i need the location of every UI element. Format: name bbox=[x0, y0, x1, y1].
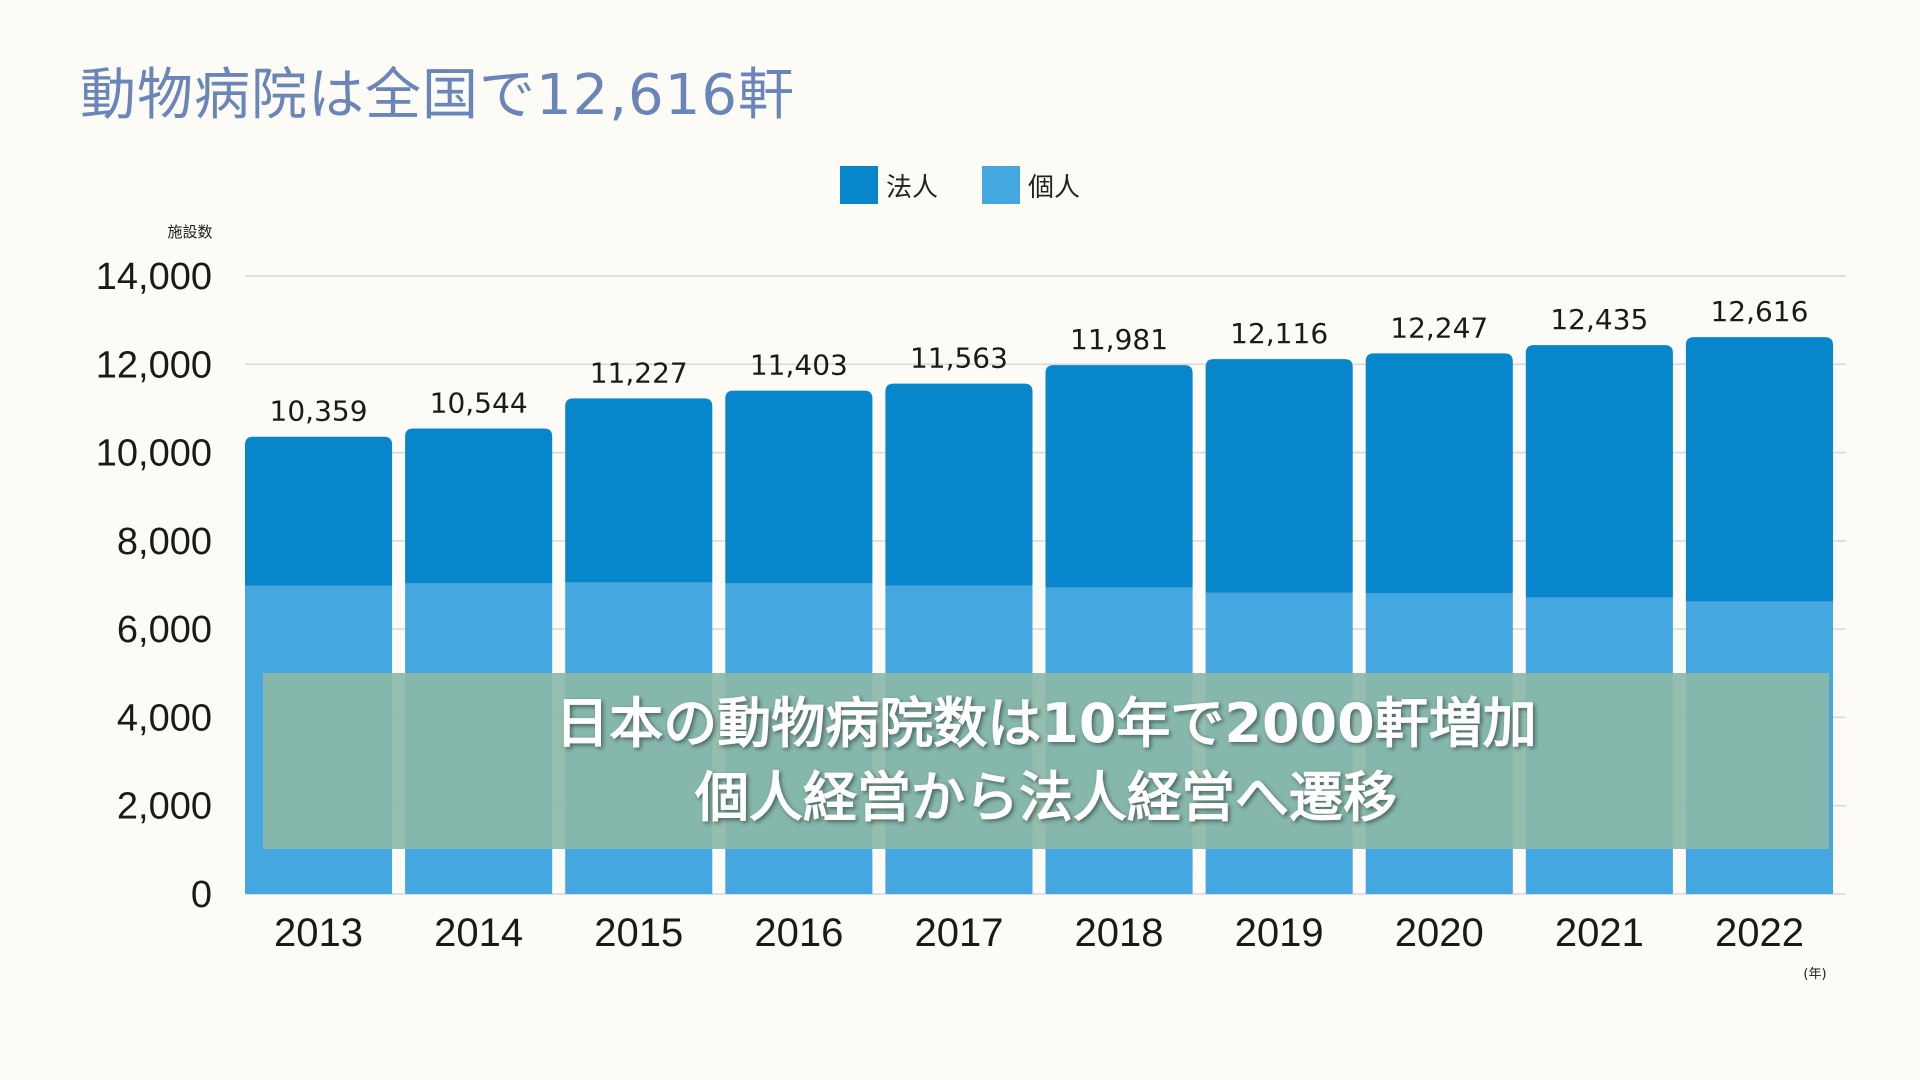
total-value-label: 12,435 bbox=[1550, 303, 1648, 336]
legend-label-individual: 個人 bbox=[1028, 172, 1081, 203]
legend-swatch-individual bbox=[982, 166, 1020, 204]
x-tick-label: 2018 bbox=[1075, 911, 1164, 955]
total-value-label: 10,359 bbox=[270, 395, 368, 428]
x-tick-label: 2017 bbox=[914, 911, 1003, 955]
x-tick-label: 2013 bbox=[274, 911, 363, 955]
x-tick-label: 2015 bbox=[594, 911, 683, 955]
y-tick-label: 2,000 bbox=[117, 786, 212, 828]
bar-segment-corporate bbox=[1525, 345, 1673, 598]
x-tick-label: 2016 bbox=[754, 911, 843, 955]
total-value-label: 11,403 bbox=[750, 349, 848, 382]
bar-segment-corporate bbox=[1205, 359, 1353, 593]
x-tick-label: 2021 bbox=[1555, 911, 1644, 955]
total-value-label: 11,227 bbox=[590, 356, 688, 389]
bar-segment-corporate bbox=[1685, 337, 1833, 602]
total-value-label: 12,116 bbox=[1230, 317, 1328, 350]
summary-overlay: 日本の動物病院数は10年で2000軒増加 個人経営から法人経営へ遷移 bbox=[263, 673, 1829, 849]
y-axis-ticks: 0 2,000 4,000 6,000 8,000 10,000 12,000 14,000 bbox=[96, 256, 212, 916]
bar-segment-corporate bbox=[725, 390, 873, 584]
legend-swatch-corporate bbox=[839, 166, 878, 204]
legend-item-individual: 個人 bbox=[982, 166, 1080, 204]
total-value-label: 12,247 bbox=[1390, 311, 1488, 344]
bar-segment-corporate bbox=[405, 428, 553, 584]
x-tick-label: 2019 bbox=[1235, 911, 1324, 955]
total-labels: 10,359 10,544 11,227 11,403 11,563 11,981 12,1… bbox=[270, 295, 1809, 428]
chart-legend: 法人 個人 bbox=[0, 166, 1920, 204]
y-tick-label: 6,000 bbox=[117, 609, 212, 651]
legend-label-corporate: 法人 bbox=[885, 172, 938, 203]
bar-segment-corporate bbox=[1365, 353, 1513, 593]
legend-item-corporate: 法人 bbox=[839, 166, 938, 204]
x-axis-ticks: 2013 2014 2015 2016 2017 2018 2019 2020 2021 2022 bbox=[274, 911, 1804, 955]
summary-line-2: 個人経営から法人経営へ遷移 bbox=[695, 766, 1397, 829]
x-tick-label: 2022 bbox=[1715, 911, 1804, 955]
x-tick-label: 2014 bbox=[434, 911, 523, 955]
y-tick-label: 14,000 bbox=[96, 256, 212, 298]
total-value-label: 11,563 bbox=[910, 342, 1008, 375]
bar-segment-corporate bbox=[1045, 365, 1193, 588]
bar-segment-corporate bbox=[885, 383, 1033, 586]
total-value-label: 10,544 bbox=[430, 387, 528, 420]
x-axis-unit: (年) bbox=[1803, 967, 1826, 982]
y-tick-label: 12,000 bbox=[96, 344, 212, 386]
x-tick-label: 2020 bbox=[1395, 911, 1484, 955]
summary-line-1: 日本の動物病院数は10年で2000軒増加 bbox=[555, 692, 1537, 755]
total-value-label: 11,981 bbox=[1070, 323, 1168, 356]
bar-segment-corporate bbox=[245, 436, 393, 586]
total-value-label: 12,616 bbox=[1710, 295, 1808, 328]
y-tick-label: 8,000 bbox=[117, 521, 212, 563]
page-title: 動物病院は全国で12,616軒 bbox=[80, 63, 795, 128]
y-tick-label: 10,000 bbox=[96, 433, 212, 475]
y-axis-label: 施設数 bbox=[167, 223, 212, 241]
y-tick-label: 0 bbox=[191, 874, 212, 916]
y-tick-label: 4,000 bbox=[117, 697, 212, 739]
bar-segment-corporate bbox=[565, 398, 713, 583]
